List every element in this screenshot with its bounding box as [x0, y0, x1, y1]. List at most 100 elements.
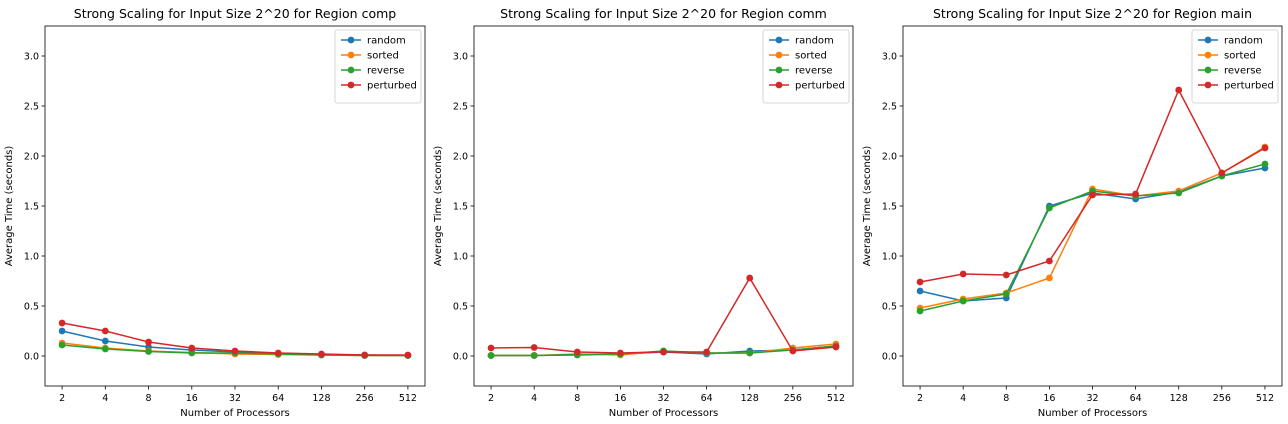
- data-point-perturbed: [274, 349, 282, 357]
- data-point-perturbed: [573, 348, 581, 356]
- data-point-perturbed: [1175, 86, 1183, 94]
- y-tick-label: 0.0: [24, 352, 39, 363]
- data-point-perturbed: [1002, 271, 1010, 279]
- y-tick-label: 3.0: [24, 52, 39, 63]
- y-tick-label: 1.5: [453, 202, 468, 213]
- legend-marker-perturbed: [775, 81, 783, 89]
- y-tick-label: 2.0: [453, 152, 468, 163]
- x-tick-label: 32: [1086, 393, 1098, 404]
- data-point-perturbed: [188, 344, 196, 352]
- y-tick-label: 2.5: [24, 102, 39, 113]
- data-point-perturbed: [145, 338, 152, 346]
- legend-label-sorted: sorted: [795, 51, 827, 62]
- chart-panel: Strong Scaling for Input Size 2^20 for R…: [4, 6, 426, 419]
- data-point-perturbed: [404, 351, 412, 359]
- series-line-perturbed: [491, 276, 836, 354]
- data-point-reverse: [530, 352, 538, 359]
- data-point-reverse: [1175, 189, 1183, 197]
- y-tick-label: 2.5: [453, 102, 468, 113]
- legend-label-perturbed: perturbed: [795, 81, 845, 92]
- data-point-perturbed: [703, 348, 711, 356]
- x-tick-label: 16: [1043, 393, 1055, 404]
- legend-label-random: random: [1224, 36, 1263, 47]
- x-tick-label: 128: [741, 393, 759, 404]
- data-point-perturbed: [660, 348, 667, 356]
- x-tick-label: 256: [1213, 393, 1231, 404]
- data-point-perturbed: [1089, 191, 1096, 199]
- y-axis-label: Average Time (seconds): [433, 146, 444, 267]
- x-tick-label: 256: [784, 393, 802, 404]
- data-point-random: [101, 337, 109, 345]
- legend: random sorted reverse perturbed: [1191, 29, 1279, 104]
- y-tick-label: 2.0: [882, 152, 897, 163]
- y-tick-label: 1.5: [24, 202, 39, 213]
- data-point-perturbed: [916, 278, 924, 286]
- y-tick-label: 0.0: [453, 352, 468, 363]
- y-tick-label: 1.5: [882, 202, 897, 213]
- y-tick-label: 3.0: [453, 52, 468, 63]
- legend-marker-sorted: [775, 51, 783, 59]
- y-tick-label: 1.0: [882, 252, 897, 263]
- legend-marker-random: [347, 36, 355, 44]
- data-point-reverse: [1002, 290, 1010, 298]
- y-tick-label: 0.5: [24, 302, 39, 313]
- x-tick-label: 64: [272, 393, 284, 404]
- data-point-sorted: [1045, 274, 1053, 282]
- chart-panel: Strong Scaling for Input Size 2^20 for R…: [433, 6, 854, 419]
- chart-title: Strong Scaling for Input Size 2^20 for R…: [500, 6, 827, 21]
- x-tick-label: 8: [1003, 393, 1009, 404]
- data-point-perturbed: [789, 347, 797, 355]
- x-tick-label: 64: [1130, 393, 1142, 404]
- data-point-perturbed: [101, 327, 109, 335]
- x-tick-label: 16: [186, 393, 198, 404]
- x-tick-label: 256: [356, 393, 374, 404]
- legend-marker-sorted: [347, 51, 355, 59]
- legend-marker-reverse: [775, 66, 783, 74]
- legend-marker-reverse: [1204, 66, 1212, 74]
- data-point-perturbed: [616, 349, 624, 357]
- x-tick-label: 32: [229, 393, 241, 404]
- data-point-reverse: [746, 349, 754, 357]
- x-axis-label: Number of Processors: [1038, 408, 1148, 419]
- x-tick-label: 2: [488, 393, 494, 404]
- legend-marker-perturbed: [347, 81, 355, 89]
- x-tick-label: 8: [574, 393, 580, 404]
- data-point-perturbed: [1261, 144, 1269, 152]
- x-tick-label: 4: [960, 393, 966, 404]
- x-tick-label: 512: [1256, 393, 1274, 404]
- data-point-perturbed: [1132, 190, 1140, 198]
- legend-label-reverse: reverse: [1224, 66, 1262, 77]
- x-axis-label: Number of Processors: [609, 408, 719, 419]
- legend-marker-perturbed: [1204, 81, 1212, 89]
- y-tick-label: 1.0: [453, 252, 468, 263]
- legend: random sorted reverse perturbed: [762, 29, 850, 104]
- data-point-perturbed: [530, 344, 538, 351]
- x-tick-label: 512: [827, 393, 845, 404]
- x-tick-label: 16: [614, 393, 626, 404]
- data-point-perturbed: [318, 350, 325, 358]
- x-tick-label: 128: [312, 393, 330, 404]
- legend-label-sorted: sorted: [1224, 51, 1256, 62]
- data-point-random: [916, 287, 924, 295]
- data-point-reverse: [1261, 160, 1269, 168]
- data-point-perturbed: [58, 319, 66, 327]
- y-axis-label: Average Time (seconds): [862, 146, 873, 267]
- data-point-perturbed: [959, 270, 967, 278]
- y-tick-label: 2.0: [24, 152, 39, 163]
- x-tick-label: 2: [917, 393, 923, 404]
- y-tick-label: 1.0: [24, 252, 39, 263]
- data-point-reverse: [145, 348, 152, 355]
- legend-label-perturbed: perturbed: [367, 81, 417, 92]
- legend-marker-reverse: [347, 66, 355, 74]
- data-point-reverse: [487, 352, 495, 359]
- x-tick-label: 64: [701, 393, 713, 404]
- data-point-random: [58, 327, 66, 335]
- legend: random sorted reverse perturbed: [334, 29, 422, 104]
- chart-title: Strong Scaling for Input Size 2^20 for R…: [933, 6, 1252, 21]
- data-point-perturbed: [231, 347, 239, 355]
- chart-panel: Strong Scaling for Input Size 2^20 for R…: [862, 6, 1283, 419]
- y-tick-label: 3.0: [882, 52, 897, 63]
- legend-marker-random: [1204, 36, 1212, 44]
- x-tick-label: 512: [399, 393, 417, 404]
